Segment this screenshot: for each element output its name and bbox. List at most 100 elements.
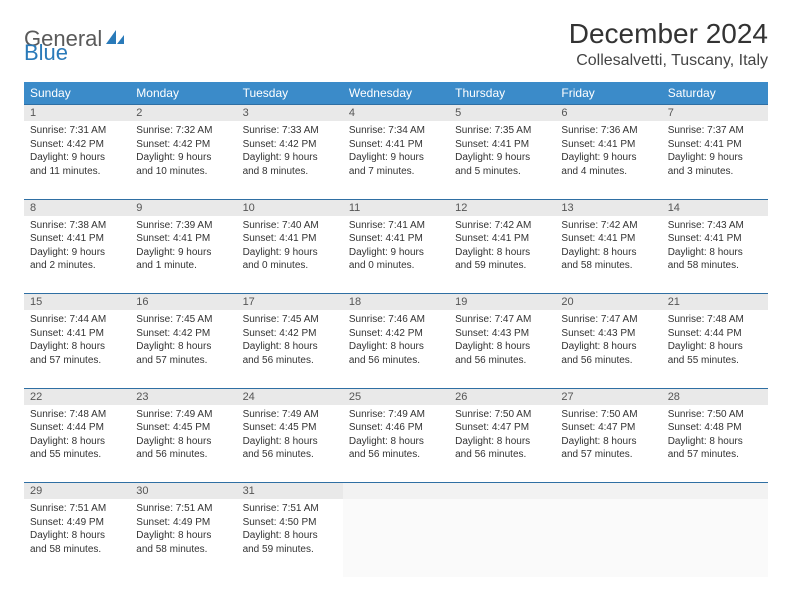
empty-daycell [662,499,768,577]
empty-daycell [343,499,449,577]
sunset-line: Sunset: 4:43 PM [561,327,655,341]
day-number: 16 [130,294,236,311]
daylight-line: Daylight: 9 hours and 3 minutes. [668,151,762,178]
daylight-line: Daylight: 8 hours and 57 minutes. [561,435,655,462]
sunset-line: Sunset: 4:41 PM [668,232,762,246]
sunrise-line: Sunrise: 7:44 AM [30,313,124,327]
page-title: December 2024 [569,18,768,50]
day-number: 22 [24,388,130,405]
day-number: 7 [662,105,768,122]
sunset-line: Sunset: 4:42 PM [30,138,124,152]
sunset-line: Sunset: 4:45 PM [136,421,230,435]
day-number: 25 [343,388,449,405]
daylight-line: Daylight: 8 hours and 59 minutes. [455,246,549,273]
day-number: 9 [130,199,236,216]
sunrise-line: Sunrise: 7:49 AM [243,408,337,422]
day-number: 13 [555,199,661,216]
day-cell: Sunrise: 7:40 AMSunset: 4:41 PMDaylight:… [237,216,343,294]
sunrise-line: Sunrise: 7:50 AM [561,408,655,422]
day-number: 28 [662,388,768,405]
day-number: 2 [130,105,236,122]
logo-text-blue: Blue [24,40,68,65]
daylight-line: Daylight: 9 hours and 0 minutes. [349,246,443,273]
sunrise-line: Sunrise: 7:38 AM [30,219,124,233]
daylight-line: Daylight: 8 hours and 57 minutes. [136,340,230,367]
day-cell: Sunrise: 7:37 AMSunset: 4:41 PMDaylight:… [662,121,768,199]
day-body-row: Sunrise: 7:31 AMSunset: 4:42 PMDaylight:… [24,121,768,199]
daylight-line: Daylight: 8 hours and 58 minutes. [668,246,762,273]
weekday-header: Monday [130,82,236,105]
day-number: 3 [237,105,343,122]
sunrise-line: Sunrise: 7:50 AM [455,408,549,422]
calendar-table: SundayMondayTuesdayWednesdayThursdayFrid… [24,82,768,577]
daylight-line: Daylight: 8 hours and 57 minutes. [668,435,762,462]
sunset-line: Sunset: 4:41 PM [349,232,443,246]
day-number: 24 [237,388,343,405]
day-cell: Sunrise: 7:51 AMSunset: 4:49 PMDaylight:… [130,499,236,577]
day-cell: Sunrise: 7:45 AMSunset: 4:42 PMDaylight:… [130,310,236,388]
weekday-header: Friday [555,82,661,105]
weekday-header: Sunday [24,82,130,105]
day-cell: Sunrise: 7:32 AMSunset: 4:42 PMDaylight:… [130,121,236,199]
day-cell: Sunrise: 7:45 AMSunset: 4:42 PMDaylight:… [237,310,343,388]
day-number: 20 [555,294,661,311]
sunrise-line: Sunrise: 7:48 AM [30,408,124,422]
day-number: 21 [662,294,768,311]
sunset-line: Sunset: 4:41 PM [30,327,124,341]
sunset-line: Sunset: 4:47 PM [561,421,655,435]
day-number: 6 [555,105,661,122]
sunset-line: Sunset: 4:41 PM [30,232,124,246]
weekday-header: Saturday [662,82,768,105]
day-cell: Sunrise: 7:34 AMSunset: 4:41 PMDaylight:… [343,121,449,199]
sunrise-line: Sunrise: 7:36 AM [561,124,655,138]
day-cell: Sunrise: 7:36 AMSunset: 4:41 PMDaylight:… [555,121,661,199]
sunrise-line: Sunrise: 7:34 AM [349,124,443,138]
day-number: 4 [343,105,449,122]
day-number-row: 22232425262728 [24,388,768,405]
daylight-line: Daylight: 8 hours and 55 minutes. [30,435,124,462]
sunset-line: Sunset: 4:45 PM [243,421,337,435]
sunset-line: Sunset: 4:41 PM [455,138,549,152]
day-cell: Sunrise: 7:39 AMSunset: 4:41 PMDaylight:… [130,216,236,294]
sunrise-line: Sunrise: 7:47 AM [561,313,655,327]
empty-daynum [662,483,768,500]
daylight-line: Daylight: 8 hours and 58 minutes. [561,246,655,273]
sunrise-line: Sunrise: 7:50 AM [668,408,762,422]
sunset-line: Sunset: 4:41 PM [561,138,655,152]
day-number: 31 [237,483,343,500]
day-cell: Sunrise: 7:43 AMSunset: 4:41 PMDaylight:… [662,216,768,294]
daylight-line: Daylight: 9 hours and 5 minutes. [455,151,549,178]
day-number-row: 15161718192021 [24,294,768,311]
day-number: 30 [130,483,236,500]
daylight-line: Daylight: 9 hours and 11 minutes. [30,151,124,178]
day-cell: Sunrise: 7:51 AMSunset: 4:50 PMDaylight:… [237,499,343,577]
sunset-line: Sunset: 4:46 PM [349,421,443,435]
header: General December 2024 Collesalvetti, Tus… [24,18,768,70]
sunrise-line: Sunrise: 7:49 AM [136,408,230,422]
location-subtitle: Collesalvetti, Tuscany, Italy [569,52,768,70]
sunset-line: Sunset: 4:42 PM [243,138,337,152]
sunset-line: Sunset: 4:42 PM [136,138,230,152]
day-number: 23 [130,388,236,405]
sunrise-line: Sunrise: 7:31 AM [30,124,124,138]
day-cell: Sunrise: 7:42 AMSunset: 4:41 PMDaylight:… [555,216,661,294]
day-cell: Sunrise: 7:33 AMSunset: 4:42 PMDaylight:… [237,121,343,199]
day-cell: Sunrise: 7:49 AMSunset: 4:45 PMDaylight:… [237,405,343,483]
day-body-row: Sunrise: 7:44 AMSunset: 4:41 PM Daylight:… [24,310,768,388]
day-number: 18 [343,294,449,311]
logo-blue-wrap: Blue [24,40,68,66]
daylight-line: Daylight: 8 hours and 56 minutes. [243,340,337,367]
day-number: 15 [24,294,130,311]
day-number: 17 [237,294,343,311]
empty-daynum [449,483,555,500]
day-cell: Sunrise: 7:50 AMSunset: 4:47 PMDaylight:… [449,405,555,483]
day-number: 10 [237,199,343,216]
day-cell: Sunrise: 7:42 AMSunset: 4:41 PMDaylight:… [449,216,555,294]
day-number: 29 [24,483,130,500]
sunrise-line: Sunrise: 7:45 AM [243,313,337,327]
day-cell: Sunrise: 7:47 AMSunset: 4:43 PMDaylight:… [449,310,555,388]
day-cell: Sunrise: 7:48 AMSunset: 4:44 PMDaylight:… [662,310,768,388]
day-number: 26 [449,388,555,405]
sunset-line: Sunset: 4:42 PM [349,327,443,341]
sunset-line: Sunset: 4:42 PM [136,327,230,341]
